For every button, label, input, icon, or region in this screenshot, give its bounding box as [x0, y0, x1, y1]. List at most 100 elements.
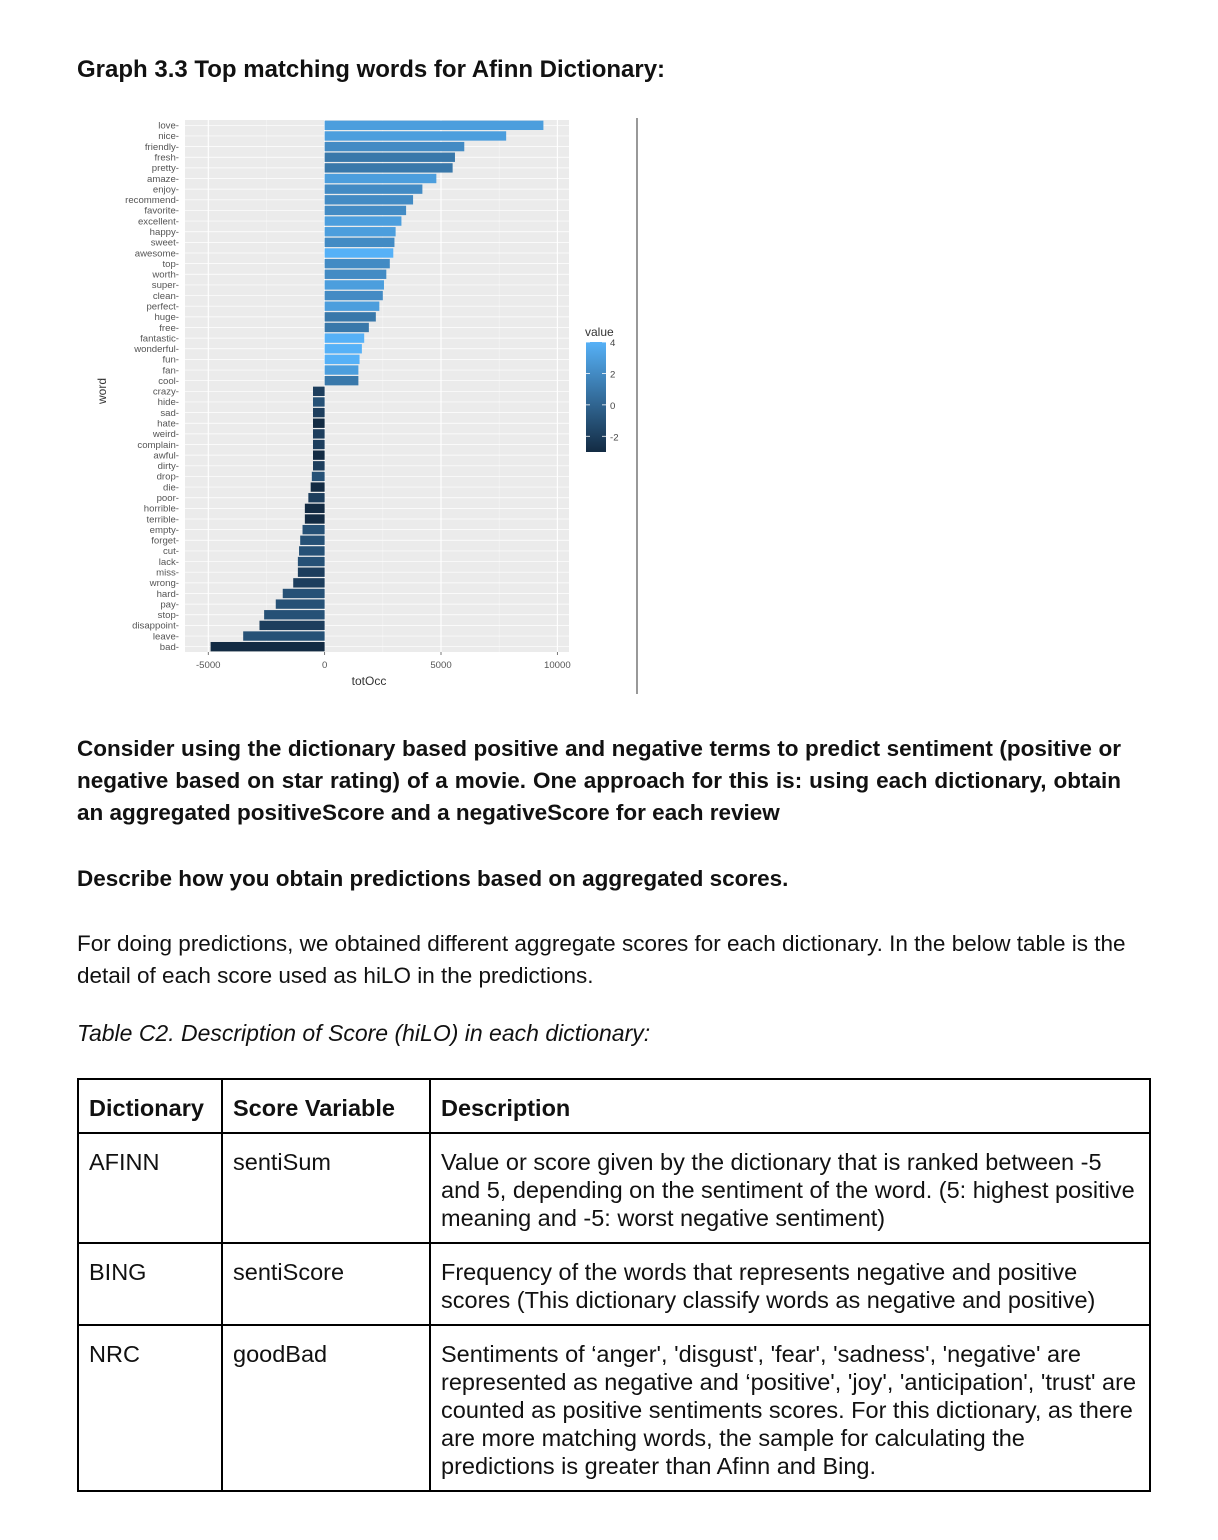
tick-label-miss: miss-	[156, 567, 179, 578]
tick-label-enjoy: enjoy-	[153, 184, 179, 195]
cell-dictionary: BING	[77, 1242, 223, 1326]
tick-label-disappoint: disappoint-	[132, 621, 179, 632]
tick-label-cool: cool-	[158, 376, 179, 387]
table-caption: Table C2. Description of Score (hiLO) in…	[77, 1020, 651, 1046]
bar-awesome	[324, 248, 394, 258]
bar-happy	[324, 227, 396, 237]
tick-label-lack: lack-	[159, 557, 179, 568]
bar-pay	[275, 599, 325, 609]
tick-label-hard: hard-	[157, 589, 179, 600]
bar-friendly	[324, 141, 465, 152]
tick-label-fun: fun-	[162, 355, 179, 366]
tick-label-fan: fan-	[162, 365, 179, 376]
bar-free	[324, 322, 369, 333]
tick-label-amaze: amaze-	[147, 174, 179, 185]
cell-description: Sentiments of ‘anger', 'disgust', 'fear'…	[429, 1324, 1151, 1492]
bar-fantastic	[324, 333, 365, 343]
x-tick-label: 10000	[544, 660, 571, 671]
bar-clean	[324, 290, 383, 301]
tick-label-sweet: sweet-	[151, 238, 179, 249]
tick-label-bad: bad-	[160, 642, 179, 653]
bar-favorite	[324, 205, 407, 216]
tick-label-fresh: fresh-	[154, 153, 179, 164]
tick-label-awful: awful-	[153, 450, 179, 461]
tick-label-poor: poor-	[157, 493, 179, 504]
tick-label-perfect: perfect-	[146, 301, 179, 312]
cell-description: Frequency of the words that represents n…	[429, 1242, 1151, 1326]
question-paragraph: Consider using the dictionary based posi…	[77, 736, 1121, 825]
bar-enjoy	[324, 184, 423, 194]
bar-horrible	[304, 503, 325, 514]
tick-label-dirty: dirty-	[158, 461, 179, 472]
legend-tick-label: 0	[610, 401, 615, 412]
tick-label-leave: leave-	[153, 631, 179, 642]
legend-colorbar	[586, 342, 606, 452]
tick-label-excellent: excellent-	[138, 216, 179, 227]
tick-label-pretty: pretty-	[152, 163, 179, 174]
tick-label-awesome: awesome-	[135, 248, 179, 259]
tick-label-hate: hate-	[157, 419, 179, 430]
tick-label-stop: stop-	[158, 610, 179, 621]
bar-huge	[324, 312, 376, 322]
tick-label-sad: sad-	[160, 408, 179, 419]
bar-cool	[324, 375, 359, 386]
bar-hide	[313, 397, 325, 407]
tick-label-weird: weird-	[152, 429, 179, 440]
x-tick-label: 5000	[430, 660, 451, 671]
bar-recommend	[324, 195, 414, 205]
tick-label-wonderful: wonderful-	[133, 344, 179, 355]
bar-nice	[324, 131, 507, 141]
tick-label-worth: worth-	[151, 270, 179, 281]
bar-wonderful	[324, 344, 362, 354]
bar-pretty	[324, 163, 453, 173]
tick-label-horrible: horrible-	[144, 504, 179, 515]
table-row: AFINN sentiSum Value or score given by t…	[77, 1132, 1151, 1244]
tick-label-pay: pay-	[160, 599, 179, 610]
tick-label-fantastic: fantastic-	[140, 333, 179, 344]
bar-stop	[264, 610, 325, 620]
bar-hate	[313, 418, 325, 428]
bar-poor	[308, 493, 325, 503]
bar-drop	[311, 471, 325, 482]
bar-complain	[313, 439, 325, 450]
tick-label-clean: clean-	[153, 291, 179, 302]
afinn-bar-chart: love-nice-friendly-fresh-pretty-amaze-en…	[95, 118, 638, 694]
bar-forget	[300, 535, 325, 545]
tick-label-love: love-	[158, 121, 179, 132]
bar-hard	[282, 588, 325, 599]
bar-empty	[302, 524, 325, 535]
bar-miss	[297, 567, 325, 577]
x-axis-title: totOcc	[352, 674, 387, 688]
bar-crazy	[313, 386, 325, 397]
legend-tick-label: 2	[610, 369, 615, 380]
tick-label-hide: hide-	[158, 397, 179, 408]
tick-label-complain: complain-	[137, 440, 179, 451]
bar-sad	[313, 407, 325, 418]
bar-fan	[324, 365, 359, 375]
graph-title: Graph 3.3 Top matching words for Afinn D…	[77, 56, 666, 83]
tick-label-terrible: terrible-	[146, 514, 179, 525]
answer-paragraph: For doing predictions, we obtained diffe…	[77, 931, 1126, 988]
bar-sweet	[324, 237, 395, 248]
tick-label-empty: empty-	[150, 525, 179, 536]
tick-label-crazy: crazy-	[153, 387, 179, 398]
bar-lack	[297, 556, 325, 567]
table-row: NRC goodBad Sentiments of ‘anger', 'disg…	[77, 1324, 1151, 1492]
bar-wrong	[293, 578, 325, 588]
y-axis-title: word	[95, 378, 109, 405]
bar-bad	[210, 641, 325, 652]
legend-tick-label: 4	[610, 338, 616, 349]
header-dictionary: Dictionary	[77, 1078, 223, 1134]
bar-weird	[313, 429, 325, 439]
tick-label-nice: nice-	[158, 131, 179, 142]
cell-variable: sentiSum	[221, 1132, 431, 1244]
legend-title: value	[585, 325, 614, 339]
tick-label-drop: drop-	[157, 472, 179, 483]
bar-cut	[299, 546, 325, 556]
tick-label-huge: huge-	[154, 312, 179, 323]
tick-label-wrong: wrong-	[149, 578, 179, 589]
cell-variable: sentiScore	[221, 1242, 431, 1326]
bar-disappoint	[259, 620, 325, 631]
bar-fresh	[324, 152, 455, 162]
tick-label-recommend: recommend-	[125, 195, 179, 206]
